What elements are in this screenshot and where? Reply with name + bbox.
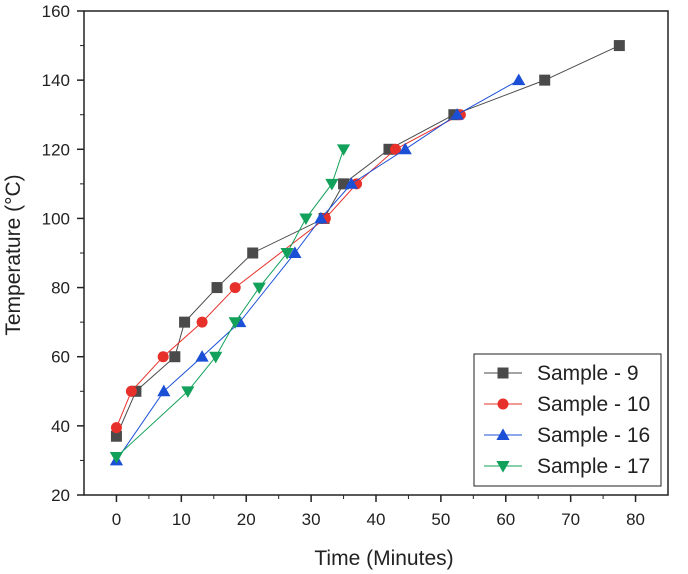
x-tick-label: 60 [496, 510, 515, 529]
data-point-sample-17 [109, 452, 124, 464]
y-tick-label: 120 [42, 140, 70, 159]
series-line-sample-16 [116, 79, 520, 461]
y-tick-label: 140 [42, 71, 70, 90]
x-tick-label: 50 [431, 510, 450, 529]
data-point-sample-16 [314, 211, 328, 224]
axis-ticks: 0 10 20 30 40 50 60 70 80 20 40 60 80 100 120 140 160 [42, 2, 645, 529]
data-point-sample-10 [196, 316, 208, 328]
data-point-sample-9 [539, 74, 551, 86]
data-point-sample-17 [325, 178, 339, 191]
y-tick-label: 100 [42, 209, 70, 228]
data-point-sample-10 [157, 351, 169, 363]
data-point-sample-17 [181, 386, 195, 398]
x-tick-label: 80 [626, 510, 645, 529]
x-tick-label: 10 [172, 510, 191, 529]
y-axis-title: Temperature (°C) [2, 174, 25, 335]
data-point-sample-17 [209, 351, 223, 364]
data-point-sample-17 [252, 282, 266, 295]
legend: Sample - 9 Sample - 10 Sample - 16 Sample -… [473, 353, 662, 487]
x-tick-label: 20 [237, 510, 256, 529]
legend-marker-sample-9 [497, 367, 509, 379]
data-point-sample-16 [398, 142, 412, 155]
data-point-sample-9 [383, 143, 395, 155]
x-tick-label: 40 [367, 510, 386, 529]
y-tick-label: 160 [42, 2, 70, 21]
y-tick-label: 80 [51, 279, 70, 298]
legend-marker-sample-10 [497, 398, 509, 410]
data-point-sample-17 [280, 248, 294, 260]
data-point-sample-10 [229, 282, 241, 294]
data-point-sample-16 [450, 108, 464, 120]
legend-label-sample-10: Sample - 10 [537, 393, 650, 416]
data-point-sample-10 [389, 143, 401, 155]
data-point-sample-9 [179, 316, 191, 328]
x-tick-label: 30 [302, 510, 321, 529]
legend-label-sample-16: Sample - 16 [537, 424, 650, 447]
legend-label-sample-17: Sample - 17 [537, 455, 650, 478]
y-tick-label: 40 [51, 417, 70, 436]
data-point-sample-9 [247, 247, 259, 259]
plot-area [109, 40, 625, 466]
data-point-sample-9 [613, 40, 625, 52]
data-point-sample-9 [169, 351, 181, 363]
data-point-sample-16 [344, 177, 358, 189]
data-point-sample-16 [512, 73, 526, 86]
data-point-sample-9 [338, 178, 350, 190]
y-tick-label: 20 [51, 486, 70, 505]
x-tick-label: 70 [561, 510, 580, 529]
legend-marker-sample-17 [496, 461, 510, 473]
data-point-sample-10 [125, 385, 137, 397]
data-point-sample-17 [299, 213, 313, 226]
legend-label-sample-9: Sample - 9 [537, 362, 639, 385]
x-tick-label: 0 [112, 510, 121, 529]
data-point-sample-16 [195, 350, 209, 362]
data-point-sample-9 [110, 430, 122, 442]
data-point-sample-17 [336, 144, 351, 156]
legend-marker-sample-16 [496, 428, 510, 440]
data-point-sample-16 [288, 246, 302, 258]
data-point-sample-16 [157, 384, 171, 397]
x-axis-title: Time (Minutes) [314, 547, 453, 570]
data-point-sample-10 [110, 422, 122, 434]
data-point-sample-17 [228, 317, 242, 329]
y-tick-label: 60 [51, 348, 70, 367]
data-point-sample-9 [211, 282, 223, 294]
series-line-sample-9 [115, 45, 620, 437]
